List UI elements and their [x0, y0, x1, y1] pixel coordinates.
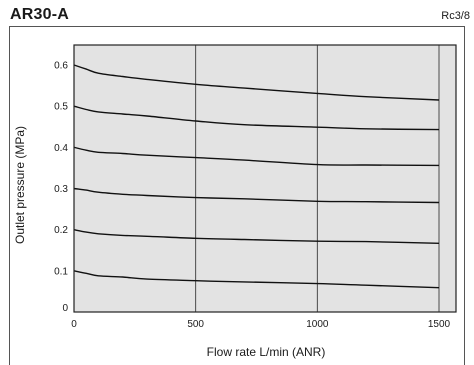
series-line-2: [73, 229, 440, 244]
grid-lines: [195, 45, 440, 312]
plot-border: [73, 44, 457, 313]
chart-frame: [9, 26, 465, 365]
y-tick-label: 0.6: [54, 61, 68, 72]
x-tick-label: 1500: [428, 319, 451, 330]
x-axis-label: Flow rate L/min (ANR): [207, 345, 326, 359]
y-tick-label: 0.3: [54, 184, 68, 195]
y-tick-label: 0: [62, 303, 68, 314]
series-lines: [73, 64, 440, 289]
series-line-1: [73, 270, 440, 289]
series-line-3: [73, 187, 440, 204]
y-tick-label: 0.1: [54, 266, 68, 277]
tick-labels: 0 500 1000 1500 0 0.1 0.2 0.3 0.4 0.5 0.6: [54, 61, 450, 331]
plot-area: [74, 45, 456, 312]
series-line-5: [73, 105, 440, 131]
port-size-label: Rc3/8: [441, 10, 470, 22]
y-tick-label: 0.4: [54, 143, 68, 154]
chart-title: AR30-A: [10, 6, 69, 23]
y-axis-label: Outlet pressure (MPa): [13, 126, 27, 244]
series-line-6: [73, 64, 440, 101]
series-line-4: [73, 146, 440, 167]
x-tick-label: 1000: [306, 319, 329, 330]
y-tick-label: 0.2: [54, 225, 68, 236]
x-tick-label: 0: [71, 319, 77, 330]
x-tick-label: 500: [187, 319, 204, 330]
y-tick-label: 0.5: [54, 102, 68, 113]
